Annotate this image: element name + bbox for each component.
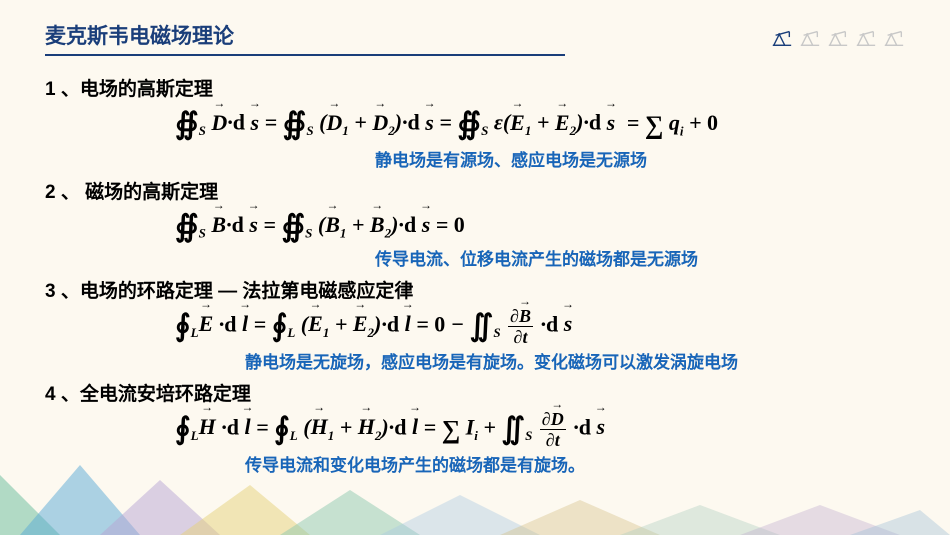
note-3: 静电场是无旋场，感应电场是有旋场。变化磁场可以激发涡旋电场 [245,348,905,373]
equation-2: ∯S B·d s = ∯S (B1 + B2)·d s = 0 [175,208,905,243]
pumpjack-icon [883,27,905,49]
header-icons [771,27,905,49]
slide-container: 麦克斯韦电磁场理论 1 、电场的高斯定理 ∯S D·d s = ∯S (D1 + … [0,0,950,500]
note-4: 传导电流和变化电场产生的磁场都是有旋场。 [245,451,905,476]
note-1: 静电场是有源场、感应电场是无源场 [375,146,905,171]
section-heading-1: 1 、电场的高斯定理 [45,74,905,101]
pumpjack-icon [827,27,849,49]
section-heading-3: 3 、电场的环路定理 — 法拉第电磁感应定律 [45,276,905,303]
pumpjack-icon [799,27,821,49]
pumpjack-icon [771,27,793,49]
equation-3: ∮LE ·d l = ∮L (E1 + E2)·d l = 0 − ∬S ∂B∂… [175,307,905,346]
section-heading-2: 2 、 磁场的高斯定理 [45,177,905,204]
pumpjack-icon [855,27,877,49]
note-2: 传导电流、位移电流产生的磁场都是无源场 [375,245,905,270]
section-heading-4: 4 、全电流安培环路定理 [45,379,905,406]
equation-1: ∯S D·d s = ∯S (D1 + D2)·d s = ∯S ε(E1 + … [175,105,905,144]
title-bar: 麦克斯韦电磁场理论 [45,20,905,56]
equation-4: ∮LH ·d l = ∮L (H1 + H2)·d l = ∑ Ii + ∬S … [175,410,905,449]
slide-title: 麦克斯韦电磁场理论 [45,20,565,56]
content-area: 1 、电场的高斯定理 ∯S D·d s = ∯S (D1 + D2)·d s = … [45,74,905,476]
